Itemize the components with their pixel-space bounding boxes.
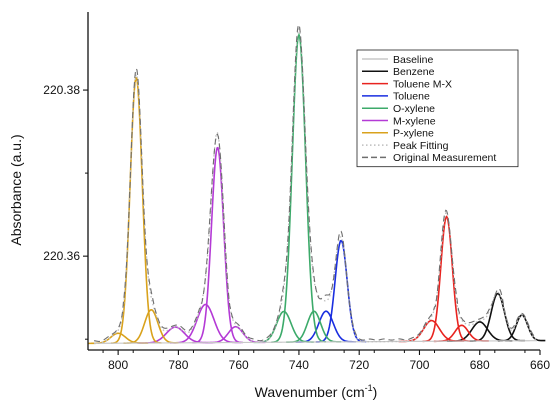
x-tick-label: 740 [289,358,309,372]
ticks-layer: 800 780 760 740 720 700 680 660 220.36 220.38 [43,83,550,372]
peak-toluene-m-x-2 [422,215,471,343]
y-tick-label: 220.38 [43,83,80,97]
series-layer [87,32,546,345]
legend-entry-benzene: Benzene [393,66,435,78]
x-tick-label: 680 [470,358,490,372]
legend-entry-m-xylene: M-xylene [393,115,436,127]
original-measurement-line [93,23,538,342]
legend-entry-toluene: Toluene [393,91,430,103]
x-tick-label: 760 [229,358,249,372]
legend-entry-p-xylene: P-xylene [393,128,434,140]
peak-p-xylene-3 [123,308,179,344]
x-tick-label: 780 [168,358,188,372]
peak-o-xylene-2 [271,32,327,344]
x-axis-title: Wavenumber (cm-1) [255,383,378,400]
peak-m-xylene-2 [170,303,241,344]
x-tick-label: 660 [530,358,550,372]
y-axis-title: Absorbance (a.u.) [8,134,24,245]
peak-m-xylene-3 [192,146,243,344]
x-tick-label: 720 [349,358,369,372]
baseline-line [94,340,537,344]
legend-entry-peak-fitting: Peak Fitting [393,140,449,152]
x-tick-label: 800 [108,358,128,372]
peak-benzene-1 [446,321,513,343]
legend-entry-toluene-m-x: Toluene M-X [393,78,452,90]
legend-entry-baseline: Baseline [393,54,433,66]
y-tick-label: 220.36 [43,249,80,263]
legend-entry-original-measurement: Original Measurement [393,152,496,164]
fit-layer [93,23,538,344]
peak-benzene-3 [497,314,546,342]
peak-p-xylene-2 [110,76,162,345]
peak-toluene-2 [315,239,367,343]
legend-entry-o-xylene: O-xylene [393,103,435,115]
peak-benzene-2 [469,292,525,342]
x-tick-label: 700 [409,358,429,372]
